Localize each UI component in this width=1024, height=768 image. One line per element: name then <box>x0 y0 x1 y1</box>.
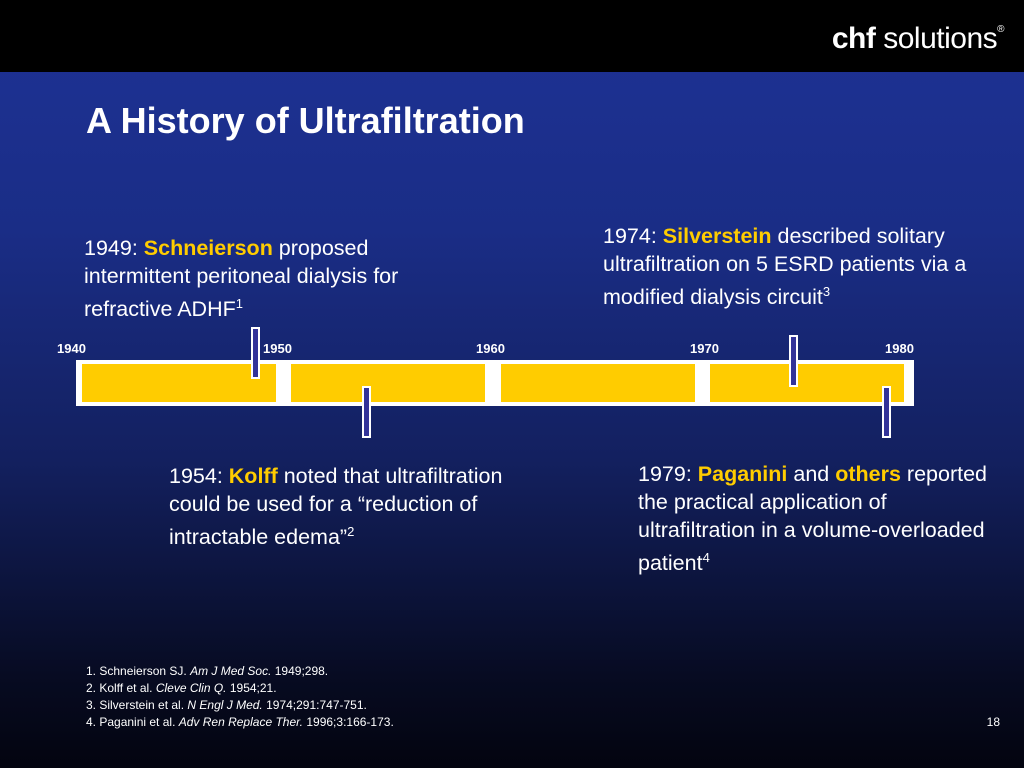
company-logo: chf solutions® <box>831 22 1005 55</box>
year-label-1940: 1940 <box>57 341 86 356</box>
reference-item: 1. Schneierson SJ. Am J Med Soc. 1949;29… <box>86 664 329 678</box>
reference-item: 3. Silverstein et al. N Engl J Med. 1974… <box>86 698 367 712</box>
event-name-2: others <box>835 462 901 486</box>
timeline-segment-1950s <box>289 362 487 404</box>
reference-item: 4. Paganini et al. Adv Ren Replace Ther.… <box>86 715 394 729</box>
header-bar: chf solutions® <box>0 0 1024 72</box>
event-name: Silverstein <box>662 224 772 248</box>
reference-item: 2. Kolff et al. Cleve Clin Q. 1954;21. <box>86 681 277 695</box>
event-1949: 1949: Schneierson proposed intermittent … <box>84 236 399 322</box>
year-label-1970: 1970 <box>690 341 719 356</box>
timeline-segment-1970s <box>708 362 906 404</box>
event-1979: 1979: Paganini and others reported the p… <box>638 462 987 576</box>
timeline-marker-1979 <box>882 386 891 438</box>
event-1954: 1954: Kolff noted that ultrafiltration c… <box>169 464 503 550</box>
timeline-segment-1940s <box>80 362 278 404</box>
event-1974: 1974: Silverstein described solitary ult… <box>603 224 967 310</box>
event-name: Kolff <box>228 464 278 488</box>
page-number: 18 <box>986 715 1000 729</box>
timeline-segment-1960s <box>499 362 697 404</box>
timeline-marker-1974 <box>789 335 798 387</box>
references: 1. Schneierson SJ. Am J Med Soc. 1949;29… <box>86 663 394 731</box>
event-name: Paganini <box>697 462 788 486</box>
event-name: Schneierson <box>143 236 273 260</box>
year-label-1950: 1950 <box>263 341 292 356</box>
timeline-marker-1949 <box>251 327 260 379</box>
slide-title: A History of Ultrafiltration <box>86 100 525 141</box>
year-label-1960: 1960 <box>476 341 505 356</box>
year-label-1980: 1980 <box>885 341 914 356</box>
timeline-marker-1954 <box>362 386 371 438</box>
